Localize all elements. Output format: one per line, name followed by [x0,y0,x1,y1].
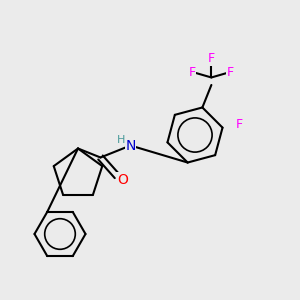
Text: F: F [227,67,234,80]
Text: O: O [117,173,128,187]
Text: F: F [236,118,243,131]
Text: F: F [189,67,196,80]
Text: H: H [117,135,125,145]
Text: N: N [125,139,136,152]
Text: F: F [208,52,215,65]
